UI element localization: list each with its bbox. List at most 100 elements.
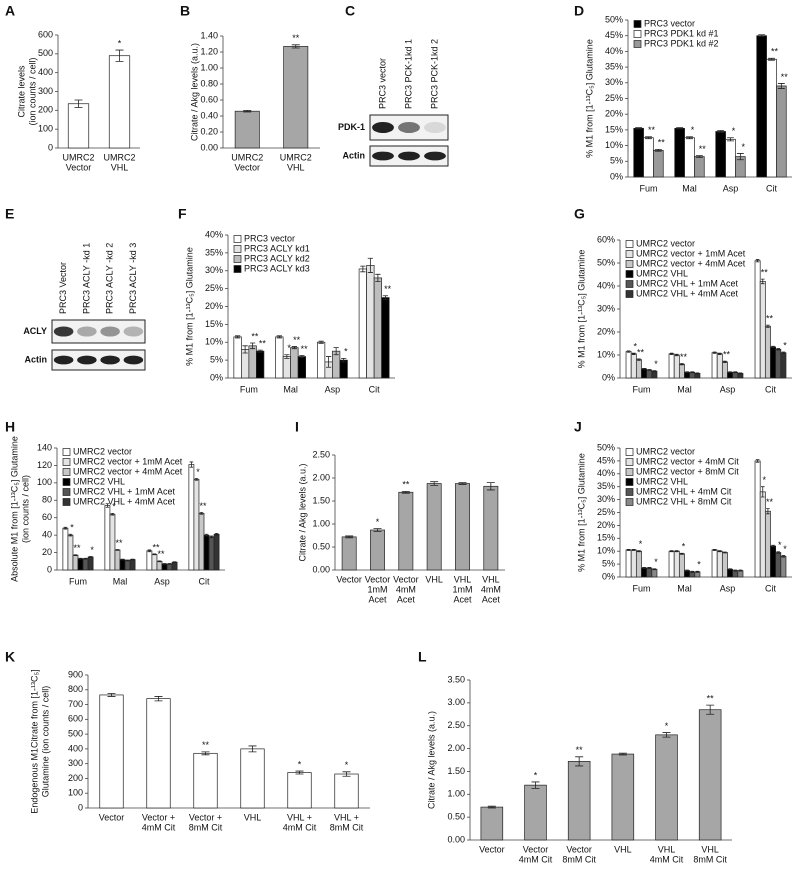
x-tick-label: Mal xyxy=(283,384,298,394)
significance-mark: ** xyxy=(402,480,410,490)
error-bar xyxy=(717,130,725,133)
bar xyxy=(732,371,739,379)
y-tick-label: 10% xyxy=(205,337,223,347)
x-tick-label: Mal xyxy=(677,583,692,593)
error-bar xyxy=(430,481,439,486)
error-bar xyxy=(635,127,643,130)
y-axis-label: Endogenous M1Citrate from [1-¹³C₅] xyxy=(29,669,39,813)
legend-swatch xyxy=(625,240,634,248)
y-axis-label: Citrate levels xyxy=(16,65,26,118)
y-tick-label: 1.50 xyxy=(447,766,465,776)
legend-label: PRC3 vector xyxy=(244,233,295,243)
significance-mark: * xyxy=(90,545,94,555)
x-tick-label: Cit xyxy=(766,183,777,193)
significance-mark: ** xyxy=(202,740,210,750)
y-tick-label: 0% xyxy=(602,571,615,581)
x-tick-label: VHL xyxy=(482,574,500,584)
y-tick-label: 900 xyxy=(68,669,83,679)
y-tick-label: 25% xyxy=(605,93,623,103)
x-tick-label: Mal xyxy=(677,384,692,394)
y-tick-label: 2.50 xyxy=(312,449,330,459)
y-tick-label: 60% xyxy=(597,234,615,244)
error-bar xyxy=(325,356,332,368)
x-tick-label: Vector xyxy=(99,812,125,822)
bar xyxy=(625,351,632,379)
bar xyxy=(241,349,250,379)
x-tick-label: Vector xyxy=(336,574,362,584)
legend-swatch xyxy=(625,270,634,278)
error-bar xyxy=(760,486,765,498)
blot-band xyxy=(372,122,394,133)
error-bar xyxy=(367,257,373,273)
x-tick-label: Vector + xyxy=(142,812,175,822)
bar xyxy=(756,35,767,178)
significance-mark: * xyxy=(112,502,116,512)
bar xyxy=(87,556,94,571)
bar xyxy=(651,568,658,578)
y-tick-label: 0 xyxy=(48,142,53,152)
y-tick-label: 0.60 xyxy=(200,94,218,104)
bar xyxy=(256,350,265,379)
significance-mark: * xyxy=(639,539,643,549)
error-bar xyxy=(243,110,252,113)
error-bar xyxy=(626,548,631,551)
blot-band xyxy=(424,151,446,161)
bar xyxy=(193,479,200,571)
bar xyxy=(630,353,637,379)
y-tick-label: 45% xyxy=(597,455,615,465)
y-tick-label: 0.50 xyxy=(312,541,330,551)
panel-label: C xyxy=(345,3,355,19)
y-tick-label: 10% xyxy=(597,349,615,359)
error-bar xyxy=(299,355,305,359)
bar xyxy=(114,549,121,571)
bar xyxy=(124,560,131,571)
error-bar xyxy=(68,533,73,537)
y-tick-label: 0.40 xyxy=(200,110,218,120)
axis-line xyxy=(469,680,732,841)
legend-label: PRC3 PDK1 kd #2 xyxy=(644,38,719,48)
error-bar xyxy=(147,549,152,553)
error-bar xyxy=(199,512,204,515)
significance-mark: * xyxy=(778,540,782,550)
significance-mark: * xyxy=(783,340,787,350)
error-bar xyxy=(291,346,298,350)
bar xyxy=(332,350,341,379)
legend-swatch xyxy=(62,458,71,466)
error-bar xyxy=(115,549,120,551)
bar xyxy=(213,533,220,571)
error-bar xyxy=(637,550,641,553)
significance-mark: ** xyxy=(157,549,165,559)
bar xyxy=(725,138,736,178)
y-tick-label: 10% xyxy=(605,140,623,150)
y-tick-label: 1.20 xyxy=(200,46,218,56)
legend-label: UMRC2 vector xyxy=(73,446,132,456)
y-tick-label: 3.00 xyxy=(447,697,465,707)
x-tick-label: UMRC2 xyxy=(62,152,94,162)
x-tick-label: VHL xyxy=(111,162,129,172)
bar xyxy=(641,567,648,578)
significance-mark: * xyxy=(534,770,538,780)
error-bar xyxy=(152,553,157,556)
bar xyxy=(653,149,664,178)
bar xyxy=(146,698,171,809)
error-bar xyxy=(486,482,495,491)
y-tick-label: 300 xyxy=(38,86,53,96)
significance-mark: * xyxy=(634,342,638,352)
legend-label: UMRC2 VHL xyxy=(636,476,688,486)
y-tick-label: 50% xyxy=(597,257,615,267)
x-tick-label: 8mM Cit xyxy=(330,822,364,832)
y-tick-label: 0 xyxy=(78,802,83,812)
significance-mark: * xyxy=(742,142,746,152)
significance-mark: ** xyxy=(761,267,769,277)
bar xyxy=(625,549,632,578)
significance-mark: ** xyxy=(648,125,656,135)
y-tick-label: 25% xyxy=(205,283,223,293)
y-axis-label: Citrate / Akg levels (a.u.) xyxy=(297,463,307,561)
significance-mark: ** xyxy=(781,72,789,82)
error-bar xyxy=(771,345,775,349)
bar xyxy=(161,563,168,571)
y-axis-label: Citrate / Akg levels (a.u.) xyxy=(189,43,199,141)
legend-label: UMRC2 vector xyxy=(636,446,695,456)
bar xyxy=(721,361,728,379)
error-bar xyxy=(373,528,382,532)
